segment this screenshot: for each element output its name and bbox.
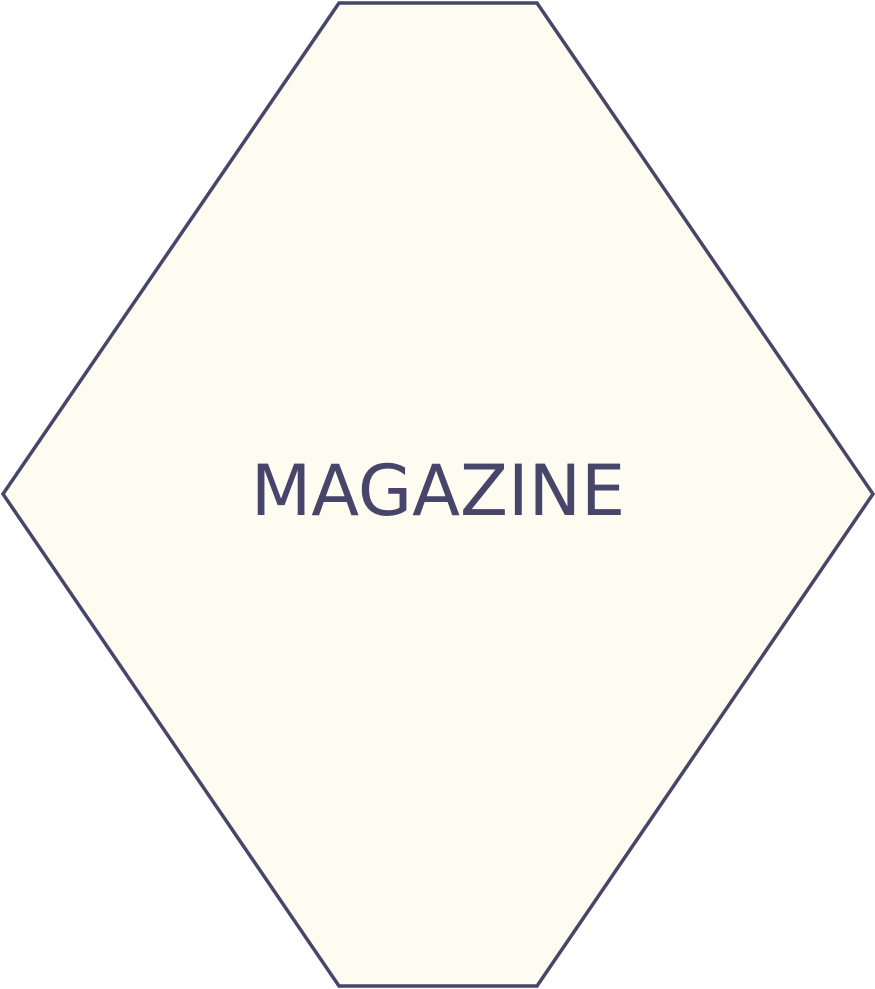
- hexagon-label: MAGAZINE: [251, 450, 625, 532]
